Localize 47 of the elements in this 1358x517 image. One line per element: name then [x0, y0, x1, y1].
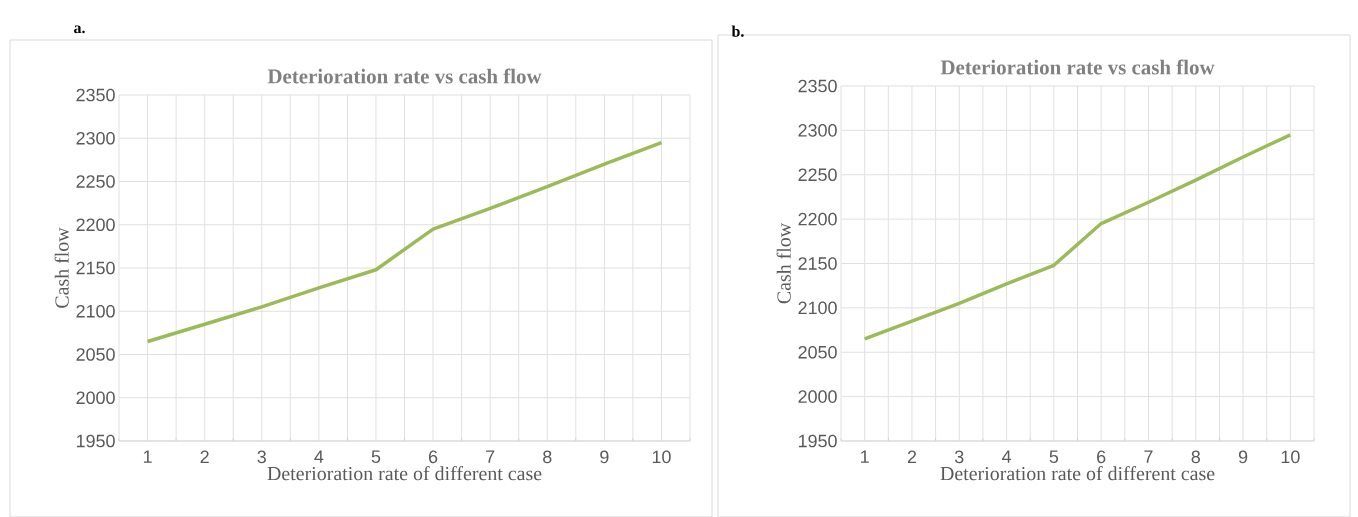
x-tick-label: 2 — [907, 450, 917, 464]
x-tick-label: 1 — [143, 450, 152, 463]
x-tick-label: 8 — [543, 450, 552, 464]
x-tick-label: 10 — [1281, 450, 1300, 464]
x-tick-label: 4 — [314, 450, 324, 463]
y-tick-label: 2150 — [76, 261, 115, 275]
x-tick-label: 10 — [652, 450, 671, 464]
y-tick-label: 2000 — [76, 391, 115, 405]
x-tick-label: 9 — [1238, 450, 1248, 464]
y-axis-title: Cash flow — [54, 227, 69, 308]
x-tick-label: 4 — [1001, 450, 1012, 463]
y-tick-label: 2350 — [798, 79, 837, 93]
y-tick-label: 2100 — [798, 301, 837, 315]
y-tick-label: 2050 — [798, 345, 837, 359]
x-tick-label: 9 — [600, 450, 609, 464]
y-tick-label: 1950 — [798, 434, 837, 448]
y-tick-label: 2300 — [798, 124, 837, 137]
y-tick-label: 2350 — [76, 88, 115, 102]
y-tick-label: 2300 — [76, 131, 115, 145]
x-tick-label: 8 — [1191, 450, 1200, 464]
text: a. — [74, 25, 85, 34]
x-tick-label: 1 — [861, 450, 869, 463]
y-tick-label: 2250 — [798, 168, 837, 182]
x-tick-label: 2 — [200, 450, 209, 464]
chart-title: Deterioration rate vs cash flow — [940, 59, 1215, 75]
x-tick-label: 3 — [257, 450, 266, 464]
y-tick-label: 2200 — [798, 212, 837, 226]
x-axis-title: Deterioration rate of different case — [940, 466, 1215, 481]
x-tick-label: 6 — [428, 450, 438, 464]
y-axis-title: Cash flow — [776, 222, 791, 304]
text: b. — [731, 25, 744, 37]
y-tick-label: 2200 — [76, 218, 115, 232]
chart-title: Deterioration rate vs cash flow — [267, 68, 542, 84]
x-tick-label: 3 — [954, 450, 964, 464]
x-axis-title: Deterioration rate of different case — [267, 466, 542, 481]
y-tick-label: 2000 — [798, 390, 837, 403]
y-tick-label: 2150 — [798, 257, 837, 270]
y-tick-label: 1950 — [76, 434, 115, 448]
y-tick-label: 2250 — [76, 175, 115, 188]
y-tick-label: 2100 — [76, 304, 115, 318]
x-tick-label: 5 — [371, 450, 381, 464]
line-series — [145, 140, 664, 344]
x-tick-label: 6 — [1097, 450, 1106, 464]
x-tick-label: 7 — [486, 450, 495, 463]
x-tick-label: 5 — [1049, 450, 1059, 464]
y-tick-label: 2050 — [76, 348, 115, 361]
x-tick-label: 7 — [1144, 450, 1153, 463]
